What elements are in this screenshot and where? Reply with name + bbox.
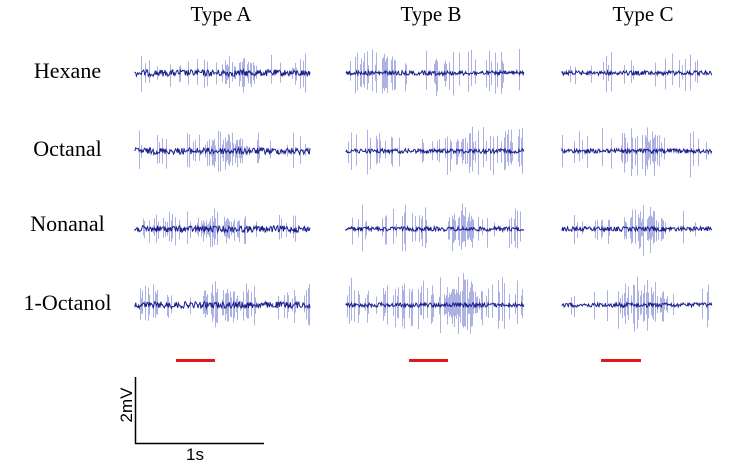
row-label-1-octanol: 1-Octanol <box>23 290 112 315</box>
stimulus-bar-type-a <box>176 359 215 362</box>
trace-baseline <box>345 301 525 309</box>
trace-baseline <box>345 68 525 77</box>
column-header-type-b: Type B <box>400 2 462 26</box>
trace-baseline <box>561 147 713 156</box>
trace-type-c-nonanal <box>561 205 713 256</box>
trace-baseline <box>561 301 713 310</box>
trace-type-b-octanal <box>345 126 525 176</box>
stimulus-bar-type-b <box>409 359 448 362</box>
trace-type-b-nonanal <box>345 203 525 252</box>
trace-type-a-octanal <box>134 130 311 172</box>
trace-type-a-hexane <box>134 53 311 93</box>
row-label-nonanal: Nonanal <box>30 211 105 236</box>
trace-type-b-hexane <box>345 48 525 97</box>
row-label-octanal: Octanal <box>33 136 102 161</box>
trace-baseline <box>345 224 525 234</box>
trace-type-c-octanal <box>561 127 713 178</box>
scale-voltage-label: 2mV <box>117 387 136 423</box>
scale-time-label: 1s <box>186 445 204 464</box>
trace-baseline <box>561 225 713 233</box>
trace-type-c-hexane <box>561 51 713 93</box>
column-header-type-c: Type C <box>612 2 674 26</box>
trace-type-c-1-octanol <box>561 276 713 332</box>
trace-type-b-1-octanol <box>345 273 525 334</box>
column-header-type-a: Type A <box>190 2 252 26</box>
trace-baseline <box>134 145 311 156</box>
trace-baseline <box>134 300 311 311</box>
trace-type-a-1-octanol <box>134 281 311 328</box>
row-label-hexane: Hexane <box>33 58 102 83</box>
stimulus-bar-type-c <box>601 359 641 362</box>
trace-baseline <box>134 224 311 235</box>
trace-baseline <box>561 69 713 77</box>
trace-type-a-nonanal <box>134 208 311 247</box>
trace-baseline <box>345 147 525 155</box>
trace-baseline <box>134 67 311 78</box>
